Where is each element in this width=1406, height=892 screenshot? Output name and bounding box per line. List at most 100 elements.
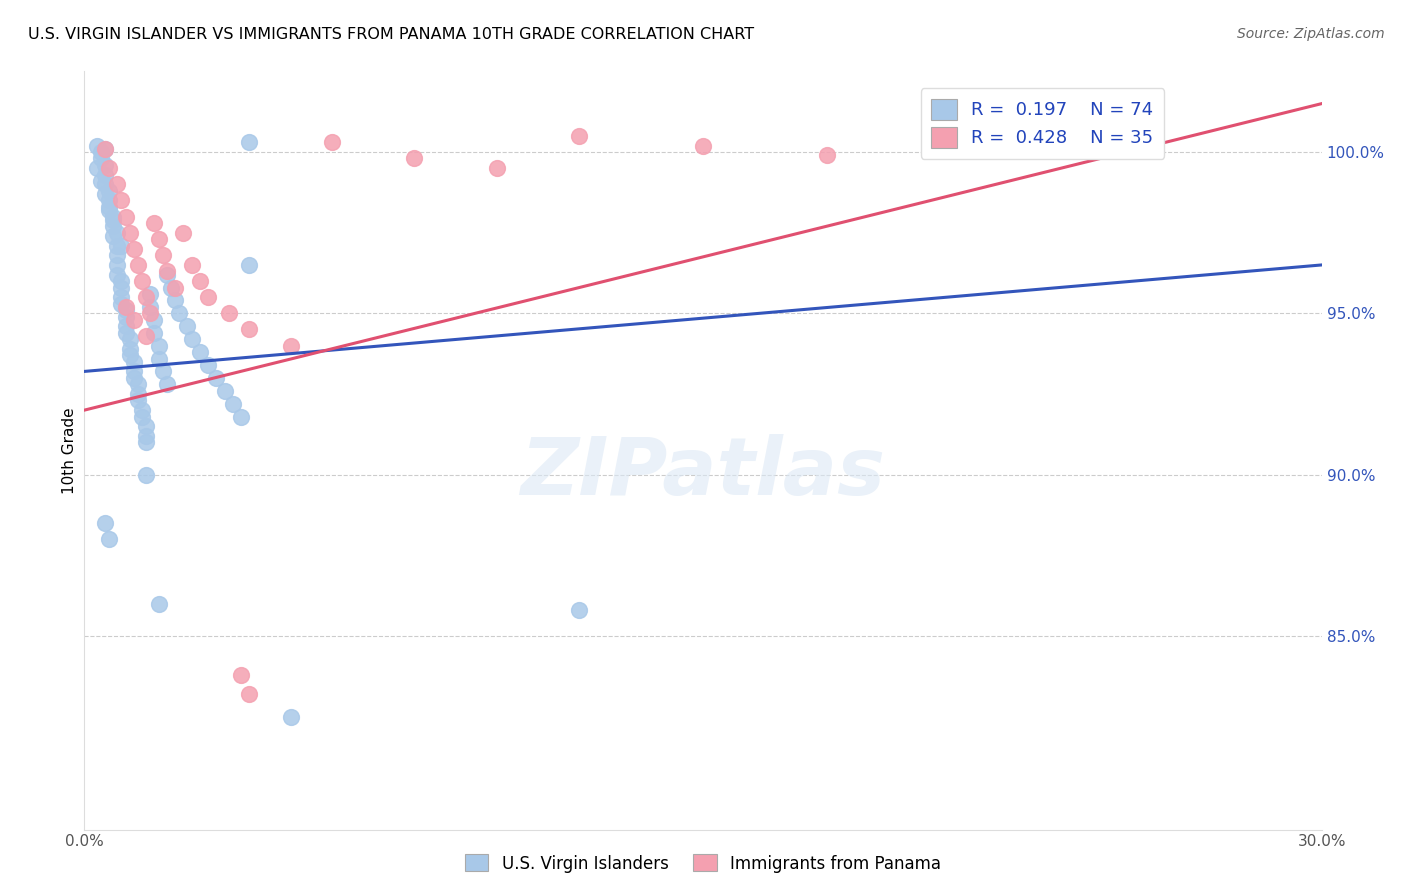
Point bbox=[321, 136, 343, 150]
Point bbox=[105, 178, 128, 192]
Point bbox=[238, 322, 260, 336]
Point bbox=[105, 226, 128, 240]
Point bbox=[404, 152, 426, 166]
Point bbox=[118, 226, 141, 240]
Point bbox=[94, 186, 117, 201]
Point bbox=[280, 709, 302, 723]
Point bbox=[103, 228, 125, 243]
Point bbox=[90, 145, 112, 159]
Point bbox=[135, 435, 157, 450]
Point bbox=[139, 300, 162, 314]
Point bbox=[143, 313, 166, 327]
Point bbox=[114, 303, 136, 318]
Point bbox=[94, 142, 117, 156]
Point bbox=[131, 274, 153, 288]
Point bbox=[90, 152, 112, 166]
Point bbox=[105, 238, 128, 252]
Point bbox=[122, 371, 145, 385]
Point bbox=[122, 364, 145, 378]
Point bbox=[98, 200, 121, 214]
Point bbox=[122, 313, 145, 327]
Point bbox=[143, 216, 166, 230]
Point bbox=[103, 212, 125, 227]
Legend: U.S. Virgin Islanders, Immigrants from Panama: U.S. Virgin Islanders, Immigrants from P… bbox=[458, 847, 948, 880]
Point bbox=[98, 184, 121, 198]
Point bbox=[214, 384, 236, 398]
Point bbox=[131, 403, 153, 417]
Point bbox=[122, 242, 145, 256]
Point bbox=[229, 409, 252, 424]
Point bbox=[122, 355, 145, 369]
Point bbox=[110, 296, 132, 310]
Point bbox=[94, 516, 117, 530]
Point bbox=[110, 274, 132, 288]
Point bbox=[94, 168, 117, 182]
Point bbox=[280, 338, 302, 352]
Point bbox=[167, 306, 190, 320]
Point bbox=[114, 310, 136, 324]
Point bbox=[143, 326, 166, 340]
Point bbox=[165, 293, 187, 308]
Point bbox=[148, 232, 170, 246]
Point bbox=[238, 258, 260, 272]
Point bbox=[127, 393, 149, 408]
Y-axis label: 10th Grade: 10th Grade bbox=[62, 407, 77, 494]
Point bbox=[139, 287, 162, 301]
Point bbox=[94, 158, 117, 172]
Point bbox=[172, 226, 194, 240]
Point bbox=[568, 128, 591, 143]
Point bbox=[118, 348, 141, 362]
Point bbox=[86, 138, 108, 153]
Point bbox=[205, 371, 228, 385]
Point bbox=[135, 429, 157, 443]
Point bbox=[139, 306, 162, 320]
Point bbox=[114, 319, 136, 334]
Point bbox=[114, 300, 136, 314]
Point bbox=[176, 319, 198, 334]
Point bbox=[152, 364, 174, 378]
Point bbox=[148, 338, 170, 352]
Point bbox=[156, 268, 179, 282]
Point bbox=[156, 377, 179, 392]
Point bbox=[188, 274, 211, 288]
Point bbox=[131, 409, 153, 424]
Point bbox=[105, 258, 128, 272]
Point bbox=[148, 597, 170, 611]
Point bbox=[180, 258, 202, 272]
Point bbox=[692, 138, 714, 153]
Point bbox=[114, 326, 136, 340]
Point bbox=[98, 194, 121, 208]
Point bbox=[127, 377, 149, 392]
Point bbox=[110, 238, 132, 252]
Point bbox=[1104, 119, 1126, 133]
Point bbox=[815, 148, 838, 162]
Point bbox=[152, 248, 174, 262]
Point bbox=[105, 248, 128, 262]
Point bbox=[229, 667, 252, 681]
Point bbox=[110, 290, 132, 304]
Point bbox=[114, 210, 136, 224]
Point bbox=[222, 397, 245, 411]
Point bbox=[135, 419, 157, 434]
Point bbox=[568, 603, 591, 617]
Point bbox=[90, 174, 112, 188]
Point bbox=[94, 178, 117, 192]
Point bbox=[103, 210, 125, 224]
Text: Source: ZipAtlas.com: Source: ZipAtlas.com bbox=[1237, 27, 1385, 41]
Point bbox=[218, 306, 240, 320]
Point bbox=[86, 161, 108, 176]
Point bbox=[188, 345, 211, 359]
Point bbox=[98, 161, 121, 176]
Point bbox=[110, 280, 132, 294]
Point bbox=[135, 329, 157, 343]
Point bbox=[197, 358, 219, 372]
Point bbox=[103, 219, 125, 234]
Point bbox=[156, 264, 179, 278]
Point bbox=[98, 532, 121, 546]
Legend: R =  0.197    N = 74, R =  0.428    N = 35: R = 0.197 N = 74, R = 0.428 N = 35 bbox=[921, 88, 1164, 159]
Point bbox=[127, 387, 149, 401]
Point bbox=[110, 194, 132, 208]
Point bbox=[135, 467, 157, 482]
Point bbox=[98, 203, 121, 218]
Point bbox=[135, 290, 157, 304]
